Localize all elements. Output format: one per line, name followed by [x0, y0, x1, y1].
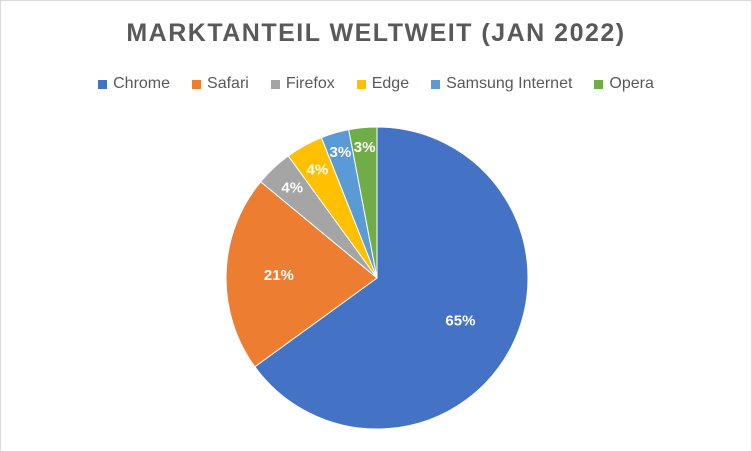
legend-swatch — [431, 79, 441, 89]
legend-label: Opera — [609, 75, 654, 92]
legend-swatch — [356, 79, 366, 89]
data-label: 4% — [281, 180, 303, 197]
legend-item: Chrome — [98, 75, 170, 93]
legend-swatch — [192, 79, 202, 89]
legend-swatch — [594, 79, 604, 89]
pie-slice-safari — [225, 181, 378, 368]
legend-label: Samsung Internet — [446, 75, 573, 92]
legend-label: Firefox — [285, 75, 335, 92]
legend-label: Chrome — [113, 75, 171, 92]
legend-label: Edge — [371, 75, 410, 92]
pie-slice-chrome — [254, 126, 529, 430]
legend: Chrome Safari Firefox Edge Samsung Internet O… — [1, 75, 751, 93]
data-label: 4% — [307, 161, 329, 178]
legend-item: Safari — [192, 75, 249, 93]
legend-item: Edge — [356, 75, 410, 93]
data-label: 3% — [330, 144, 352, 161]
chart-title: MARKTANTEIL WELTWEIT (JAN 2022) — [126, 19, 626, 47]
legend-item: Firefox — [270, 75, 335, 93]
data-label: 65% — [445, 313, 475, 330]
data-label: 21% — [264, 267, 294, 284]
legend-swatch — [98, 79, 108, 89]
data-label: 3% — [354, 139, 376, 156]
pie-slice-opera — [348, 126, 378, 279]
legend-label: Safari — [207, 75, 249, 92]
legend-item: Samsung Internet — [431, 75, 572, 93]
legend-swatch — [270, 79, 280, 89]
legend-item: Opera — [594, 75, 654, 93]
